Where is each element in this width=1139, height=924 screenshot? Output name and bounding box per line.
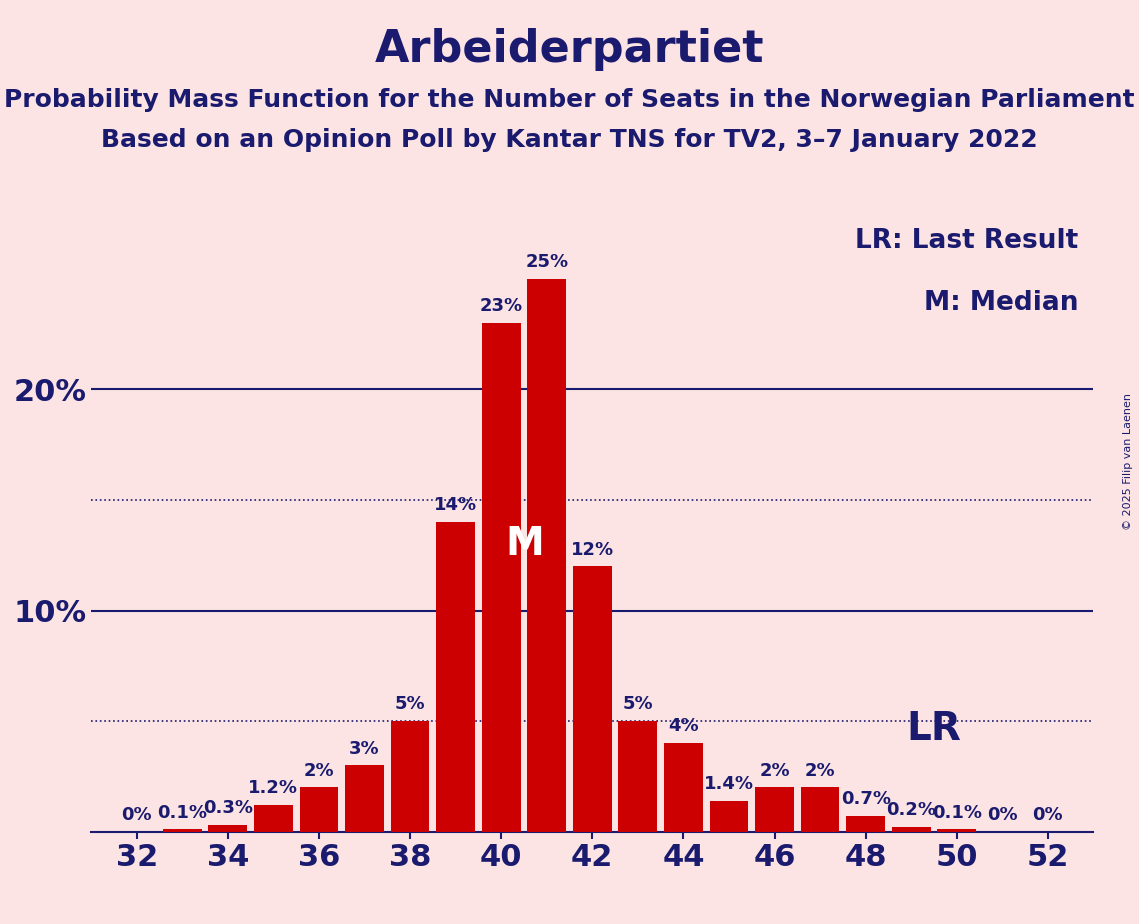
Bar [391,721,429,832]
Text: M: Median: M: Median [924,290,1079,316]
Text: LR: LR [907,710,961,748]
Text: 0.2%: 0.2% [886,801,936,820]
Bar [937,830,976,832]
Text: 2%: 2% [760,761,789,780]
Text: Based on an Opinion Poll by Kantar TNS for TV2, 3–7 January 2022: Based on an Opinion Poll by Kantar TNS f… [101,128,1038,152]
Text: 4%: 4% [669,717,698,736]
Text: 25%: 25% [525,253,568,271]
Text: Probability Mass Function for the Number of Seats in the Norwegian Parliament: Probability Mass Function for the Number… [5,88,1134,112]
Text: 0.3%: 0.3% [203,799,253,817]
Bar [254,805,293,832]
Text: 12%: 12% [571,541,614,558]
Bar [573,566,612,832]
Bar [163,830,202,832]
Bar [755,787,794,832]
Text: 0.1%: 0.1% [932,804,982,821]
Text: 0.1%: 0.1% [157,804,207,821]
Text: 2%: 2% [805,761,835,780]
Text: 0%: 0% [988,806,1017,824]
Bar [618,721,657,832]
Text: 1.4%: 1.4% [704,775,754,793]
Text: 5%: 5% [395,696,425,713]
Text: 2%: 2% [304,761,334,780]
Text: 0%: 0% [1033,806,1063,824]
Text: © 2025 Filip van Laenen: © 2025 Filip van Laenen [1123,394,1133,530]
Text: 0%: 0% [122,806,151,824]
Bar [345,765,384,832]
Bar [664,743,703,832]
Bar [892,827,931,832]
Bar [300,787,338,832]
Text: Arbeiderpartiet: Arbeiderpartiet [375,28,764,71]
Bar [527,279,566,832]
Text: 23%: 23% [480,298,523,315]
Bar [846,816,885,832]
Bar [710,800,748,832]
Bar [482,323,521,832]
Text: 5%: 5% [623,696,653,713]
Text: 14%: 14% [434,496,477,515]
Text: 0.7%: 0.7% [841,790,891,808]
Text: 3%: 3% [350,739,379,758]
Bar [436,522,475,832]
Bar [208,825,247,832]
Text: M: M [506,525,544,563]
Text: 1.2%: 1.2% [248,779,298,797]
Bar [801,787,839,832]
Text: LR: Last Result: LR: Last Result [855,228,1079,254]
